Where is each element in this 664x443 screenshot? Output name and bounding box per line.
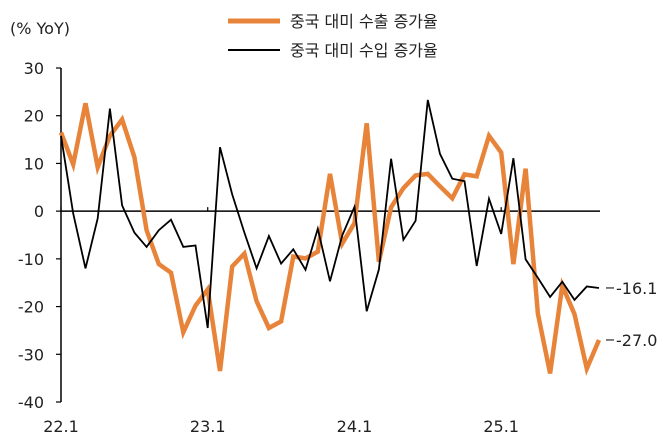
y-tick-label: 0 (34, 202, 44, 221)
end-value-label: -16.1 (616, 279, 657, 298)
series-line-import (60, 99, 600, 329)
legend: 중국 대미 수출 증가율 중국 대미 수입 증가율 (228, 12, 438, 60)
y-tick-label: -20 (18, 298, 44, 317)
series-layer (58, 99, 602, 376)
y-axis-unit-label: (% YoY) (10, 19, 70, 38)
y-tick-label: -30 (18, 345, 44, 364)
legend-label-export: 중국 대미 수출 증가율 (290, 12, 438, 31)
x-tick-label: 22.1 (43, 417, 79, 436)
annotation-layer: -16.1 -27.0 (606, 279, 657, 350)
x-tick-label: 24.1 (337, 417, 373, 436)
x-tick-label: 25.1 (483, 417, 519, 436)
y-tick-label: -40 (18, 393, 44, 412)
x-axis: 22.1 23.1 24.1 25.1 (43, 207, 600, 436)
series-line-export (58, 102, 602, 376)
y-tick-label: -10 (18, 250, 44, 269)
end-value-label: -27.0 (616, 331, 657, 350)
y-tick-label: 30 (24, 59, 44, 78)
y-axis: 30 20 10 0 -10 -20 -30 -40 (18, 59, 62, 412)
x-tick-label: 23.1 (190, 417, 226, 436)
y-tick-label: 20 (24, 107, 44, 126)
y-tick-label: 10 (24, 154, 44, 173)
legend-label-import: 중국 대미 수입 증가율 (290, 41, 438, 60)
